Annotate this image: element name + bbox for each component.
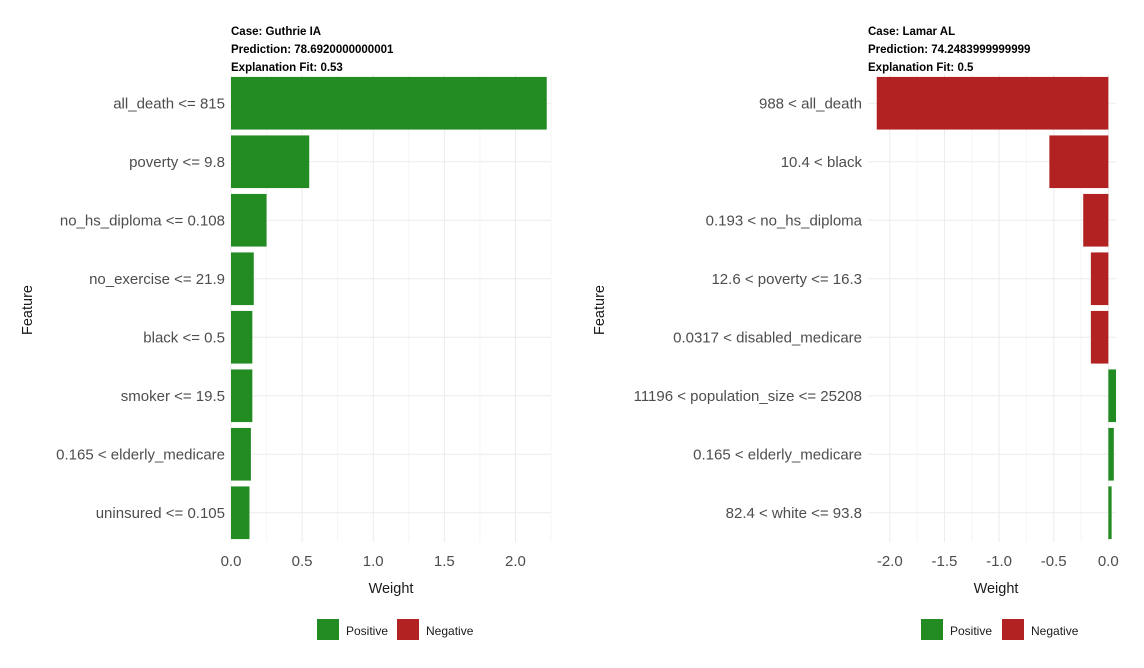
legend-label-negative: Negative <box>426 624 474 638</box>
panel-1-feature-label: no_exercise <= 21.9 <box>89 271 225 288</box>
panel-1-feature-label: poverty <= 9.8 <box>129 154 225 171</box>
panel-1-x-tick-label: 2.0 <box>505 553 526 570</box>
panel-2-legend: Positive Negative <box>921 619 1079 640</box>
panel-1-feature-label: black <= 0.5 <box>143 329 225 346</box>
panel-2-prediction-label: Prediction: 74.2483999999999 <box>868 44 1030 56</box>
panel-2-bar <box>1108 369 1116 423</box>
panel-2-feature-label: 11196 < population_size <= 25208 <box>634 388 862 405</box>
panel-1-bar <box>231 135 310 189</box>
panel-1-x-tick-label: 1.0 <box>363 553 384 570</box>
panel-1-feature-label: all_death <= 815 <box>113 95 225 112</box>
panel-2-feature-label: 988 < all_death <box>759 95 862 112</box>
panel-2-x-tick-label: -2.0 <box>877 553 903 570</box>
panel-2-bar <box>1090 252 1109 306</box>
panel-2-feature-label: 10.4 < black <box>781 154 863 171</box>
legend-swatch-negative <box>1002 619 1024 640</box>
panel-1-bar <box>231 486 250 540</box>
panel-1-x-axis-title: Weight <box>369 581 414 597</box>
panel-1-bar <box>231 427 251 481</box>
panel-2-plot: -2.0 -1.5 -1.0 -0.5 0.0 988 < all_death 10.4 <… <box>634 74 1119 570</box>
panel-1-bar <box>231 76 547 130</box>
panel-2-x-tick-label: -1.0 <box>986 553 1012 570</box>
legend-swatch-positive <box>921 619 943 640</box>
panel-1-x-tick-label: 0.5 <box>292 553 313 570</box>
panel-2-feature-label: 0.193 < no_hs_diploma <box>706 212 863 229</box>
panel-1-x-tick-label: 0.0 <box>221 553 242 570</box>
panel-2-bar <box>1108 486 1112 540</box>
panel-2-x-tick-label: -0.5 <box>1041 553 1067 570</box>
panel-2-bar <box>1049 135 1109 189</box>
panel-1-plot: 0.0 0.5 1.0 1.5 2.0 all_death <= 815 poverty <… <box>56 74 552 570</box>
panel-1-bar <box>231 193 267 247</box>
panel-2-y-axis-title: Feature <box>592 285 608 335</box>
panel-2-bar <box>1090 310 1109 364</box>
panel-1-bar <box>231 310 253 364</box>
panel-1-feature-label: uninsured <= 0.105 <box>96 505 225 522</box>
legend-swatch-negative <box>397 619 419 640</box>
legend-label-positive: Positive <box>950 624 992 638</box>
panel-2-bar <box>876 76 1109 130</box>
panel-2-fit-label: Explanation Fit: 0.5 <box>868 62 974 74</box>
panel-1-bar <box>231 369 253 423</box>
panel-2-case-label: Case: Lamar AL <box>868 26 955 38</box>
panel-1-prediction-label: Prediction: 78.6920000000001 <box>231 44 394 56</box>
panel-2-x-axis-title: Weight <box>974 581 1019 597</box>
panel-2-x-tick-label: -1.5 <box>932 553 958 570</box>
panel-1-x-tick-label: 1.5 <box>434 553 455 570</box>
panel-2-feature-label: 82.4 < white <= 93.8 <box>726 505 862 522</box>
panel-2-bar <box>1108 427 1114 481</box>
panel-1-fit-label: Explanation Fit: 0.53 <box>231 62 343 74</box>
panel-1-y-axis-title: Feature <box>20 285 36 335</box>
panel-1-feature-label: smoker <= 19.5 <box>121 388 225 405</box>
panel-2-x-tick-label: 0.0 <box>1098 553 1119 570</box>
panel-1-case-label: Case: Guthrie IA <box>231 26 321 38</box>
panel-2-feature-label: 12.6 < poverty <= 16.3 <box>711 271 862 288</box>
legend-label-positive: Positive <box>346 624 388 638</box>
panel-2-feature-label: 0.0317 < disabled_medicare <box>673 329 862 346</box>
panel-1-feature-label: no_hs_diploma <= 0.108 <box>60 212 225 229</box>
legend-swatch-positive <box>317 619 339 640</box>
panel-1-feature-label: 0.165 < elderly_medicare <box>56 446 225 463</box>
panel-1-legend: Positive Negative <box>317 619 474 640</box>
panel-1-bar <box>231 252 254 306</box>
panel-2-bar <box>1083 193 1109 247</box>
legend-label-negative: Negative <box>1031 624 1079 638</box>
panel-2-feature-label: 0.165 < elderly_medicare <box>693 446 862 463</box>
